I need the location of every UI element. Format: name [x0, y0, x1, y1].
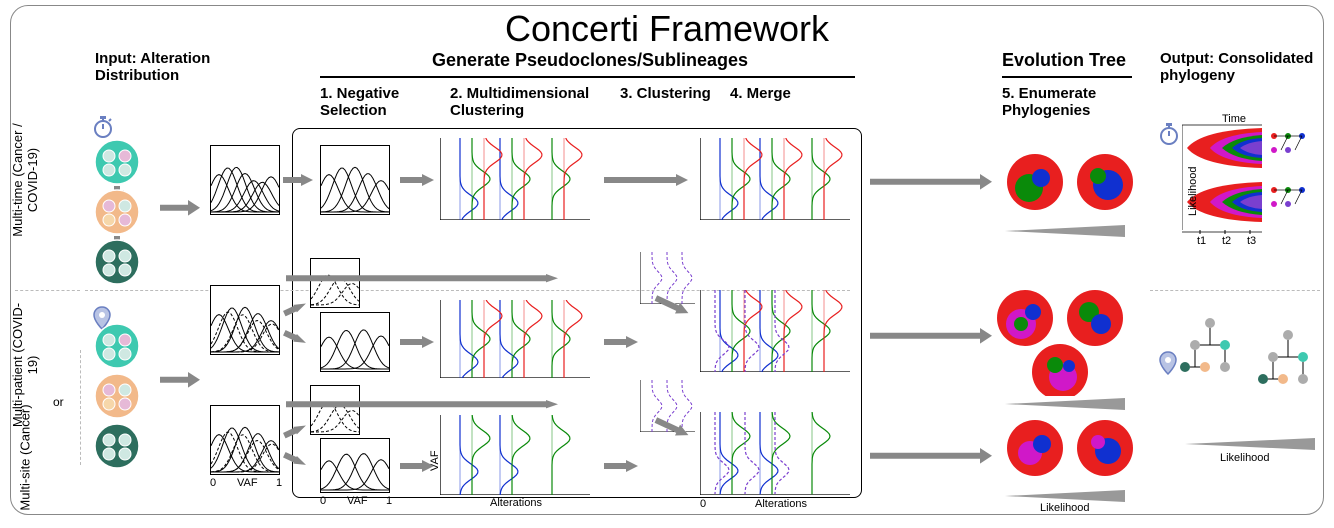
mg-tick0: 0: [700, 498, 706, 510]
cluster-chart-r2: [440, 300, 590, 378]
negsel-chart-r3-solid: [320, 438, 390, 493]
cluster-chart-r1: [440, 138, 590, 220]
header-rule-evo: [1002, 76, 1132, 78]
mc-xlabel: Alterations: [490, 497, 542, 509]
negsel-chart-r2-solid: [320, 312, 390, 372]
dash-sep-1: [15, 290, 80, 291]
like-label: Likelihood: [1040, 502, 1090, 514]
negsel-axis: VAF: [347, 495, 368, 507]
merge-chart-r1: [700, 138, 850, 220]
cluster-chart-r3: [440, 415, 590, 495]
stopwatch-icon-2: [1158, 122, 1180, 146]
like-label-out: Likelihood: [1220, 452, 1270, 464]
header-rule-generate: [320, 76, 855, 78]
step-3-label: 3. Clustering: [620, 85, 711, 102]
like-wedge-r1: [1005, 225, 1125, 239]
step-4-label: 4. Merge: [730, 85, 791, 102]
fishplot-output: [1182, 120, 1322, 240]
negsel-tick-0: 0: [320, 495, 326, 507]
dash-sep-3: [1150, 290, 1320, 291]
input-samples-top: [90, 138, 145, 288]
dash-sep-v: [80, 350, 81, 465]
tree-output: [1180, 315, 1325, 435]
like-wedge-r2: [1005, 398, 1125, 412]
vaf-chart-r2: [210, 285, 280, 355]
vaf-tick-1: 1: [276, 477, 282, 489]
t2: t2: [1222, 235, 1231, 247]
merge-chart-r2: [700, 290, 850, 372]
merge-chart-r3: [700, 412, 850, 495]
main-title: Concerti Framework: [0, 8, 1334, 50]
negsel-tick-1: 1: [386, 495, 392, 507]
vaf-chart-r1: [210, 145, 280, 215]
stopwatch-icon: [92, 115, 114, 139]
vaf-axis-label: VAF: [237, 477, 258, 489]
nested-r1: [1000, 150, 1140, 220]
nested-r3: [1000, 416, 1140, 486]
pin-icon-2: [1158, 350, 1178, 376]
fish-ylabel: Likelihood: [1187, 156, 1199, 216]
or-label: or: [53, 395, 64, 409]
input-samples-bottom: [90, 322, 145, 472]
step-2-label: 2. Multidimensional Clustering: [450, 85, 590, 119]
header-generate: Generate Pseudoclones/Sublineages: [390, 50, 790, 71]
step-1-label: 1. Negative Selection: [320, 85, 410, 119]
fish-xlabel: Time: [1222, 113, 1246, 125]
like-wedge-out: [1185, 438, 1315, 452]
step-5-label: 5. Enumerate Phylogenies: [1002, 85, 1132, 119]
header-evo: Evolution Tree: [1002, 50, 1126, 71]
row3-label: Multi-site (Cancer): [18, 388, 33, 528]
nested-r2: [990, 286, 1140, 396]
header-output: Output: Consolidated phylogeny: [1160, 50, 1325, 84]
negsel-chart-r1: [320, 145, 390, 215]
t3: t3: [1247, 235, 1256, 247]
vaf-tick-0: 0: [210, 477, 216, 489]
row1-label: Multi-time (Cancer / COVID-19): [10, 110, 40, 250]
vaf-chart-r3: [210, 405, 280, 475]
t1: t1: [1197, 235, 1206, 247]
mg-xlabel: Alterations: [755, 498, 807, 510]
header-input: Input: Alteration Distribution: [95, 50, 225, 84]
